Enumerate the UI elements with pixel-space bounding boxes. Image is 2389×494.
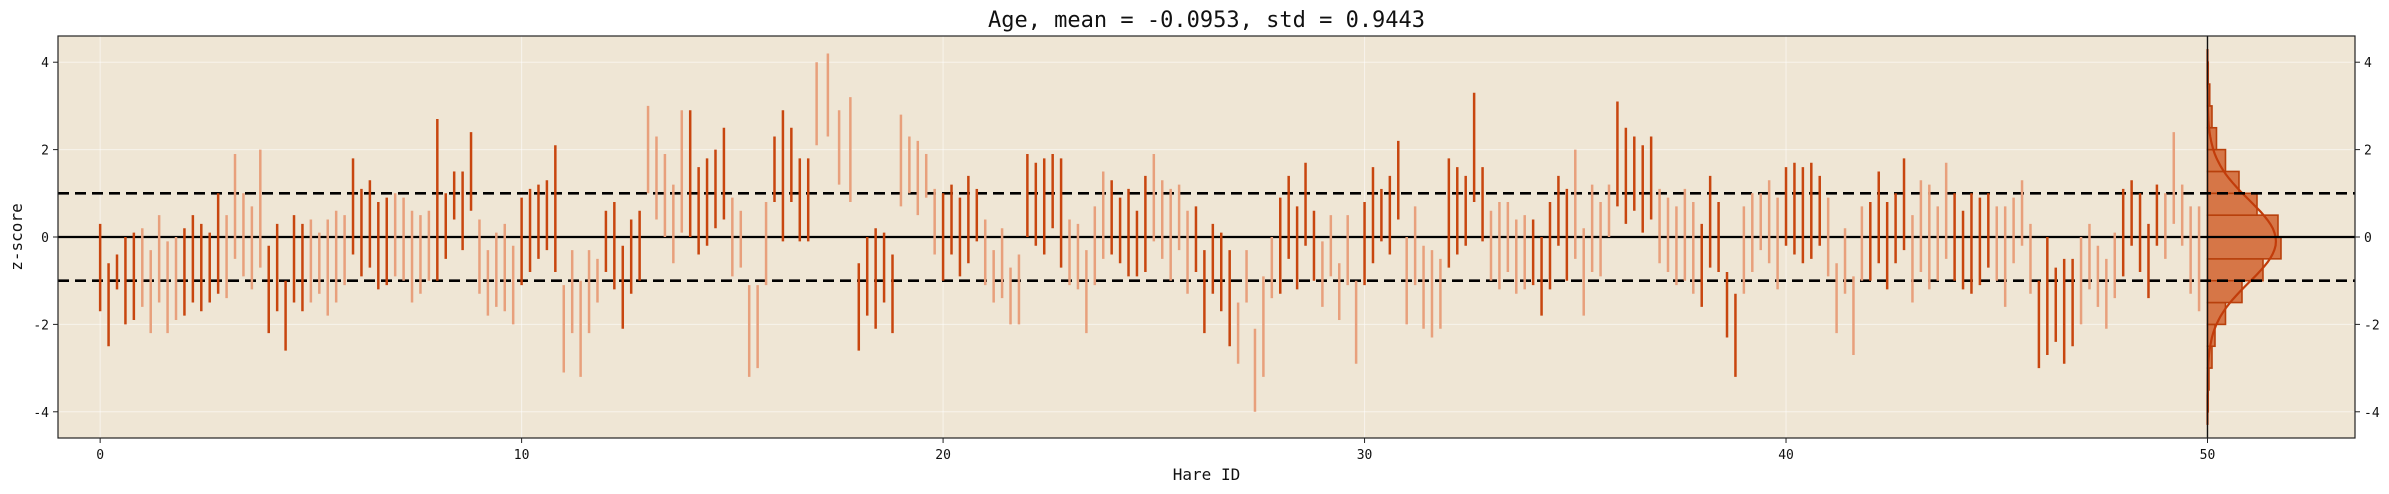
y-tick-label: -4 bbox=[33, 406, 49, 421]
histogram-bar bbox=[2206, 170, 2240, 195]
x-tick-label: 30 bbox=[1357, 448, 1373, 463]
x-tick-label: 20 bbox=[935, 448, 951, 463]
y-tick-label-right: 4 bbox=[2364, 56, 2372, 71]
y-tick-label: 0 bbox=[41, 231, 49, 246]
axis-ticks: 0 10 20 30 40 50 -4 -4 -2 -2 0 0 2 2 4 4 bbox=[33, 56, 2379, 463]
x-tick-label: 10 bbox=[514, 448, 530, 463]
y-tick-label-right: -4 bbox=[2364, 406, 2380, 421]
y-tick-label: 2 bbox=[41, 144, 49, 159]
x-tick-label: 40 bbox=[1778, 448, 1794, 463]
z-score-segments bbox=[98, 53, 2201, 412]
y-tick-label: 4 bbox=[41, 56, 49, 71]
y-axis-label: z-score bbox=[7, 203, 26, 270]
chart-title: Age, mean = -0.0953, std = 0.9443 bbox=[988, 8, 1425, 33]
x-axis-label: Hare ID bbox=[1173, 465, 1240, 484]
x-tick-label: 0 bbox=[96, 448, 104, 463]
histogram-bar bbox=[2206, 236, 2282, 260]
x-tick-label: 50 bbox=[2200, 448, 2216, 463]
histogram-bar bbox=[2206, 192, 2258, 216]
y-tick-label: -2 bbox=[33, 318, 49, 333]
marginal-histogram bbox=[2206, 36, 2282, 438]
y-tick-label-right: 2 bbox=[2364, 144, 2372, 159]
y-tick-label-right: 0 bbox=[2364, 231, 2372, 246]
histogram-bar bbox=[2206, 279, 2243, 304]
y-tick-label-right: -2 bbox=[2364, 318, 2380, 333]
